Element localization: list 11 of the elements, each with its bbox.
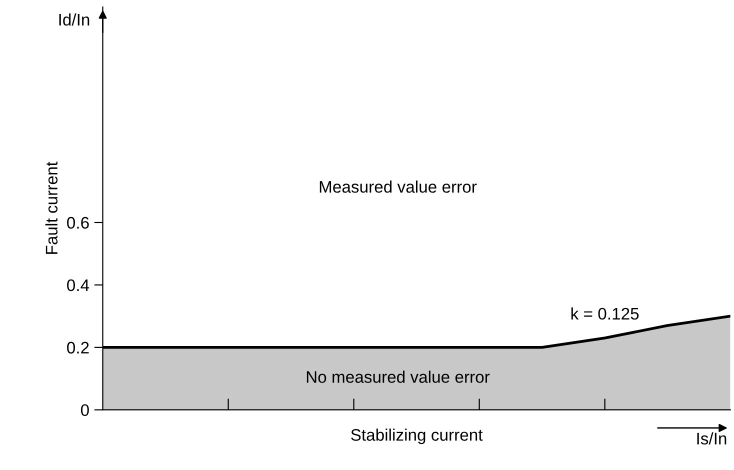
text: Is/In — [697, 432, 726, 445]
annotation: k = 0.125 — [571, 307, 639, 320]
annotation: Measured value error — [320, 180, 477, 193]
y-axis-title: Fault current — [45, 162, 58, 254]
text: Id/In — [59, 13, 90, 26]
y-tick-label: 0.2 — [67, 342, 89, 354]
y-tick-label: 0.6 — [67, 216, 89, 229]
x-axis-title: Stabilizing current — [351, 428, 483, 444]
y-tick-label: 0 — [80, 404, 89, 416]
annotation: No measured value error — [306, 370, 490, 383]
y-tick-label: 0.4 — [67, 279, 90, 292]
